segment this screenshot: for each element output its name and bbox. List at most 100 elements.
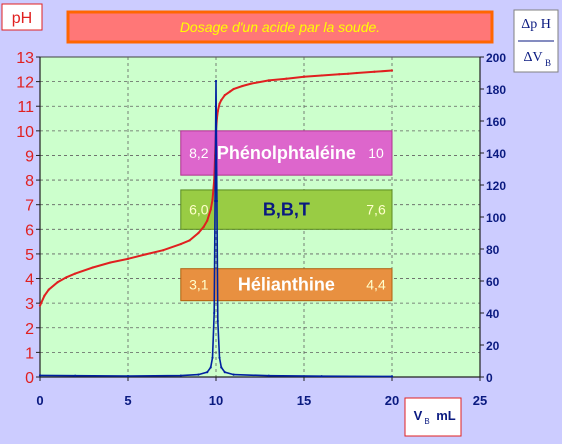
ph-point	[223, 94, 226, 97]
x-tick-label: 20	[385, 393, 399, 408]
ph-point	[250, 82, 253, 85]
derivative-point	[218, 356, 221, 359]
y-right-label-numerator: Δp H	[521, 17, 551, 32]
y-left-tick-label: 12	[16, 75, 34, 92]
y-left-tick-label: 5	[25, 247, 34, 264]
derivative-point	[197, 373, 200, 376]
derivative-point	[220, 366, 223, 369]
ph-point	[56, 281, 59, 284]
y-left-tick-label: 1	[25, 345, 34, 362]
ph-point	[390, 69, 394, 72]
y-left-axis-label: pH	[12, 10, 32, 27]
y-right-tick-label: 140	[486, 147, 506, 161]
ph-point	[228, 90, 232, 93]
x-axis-unit: mL	[436, 408, 456, 423]
y-left-tick-label: 10	[16, 124, 34, 141]
ph-point	[285, 77, 288, 80]
ph-point	[218, 102, 221, 105]
ph-point	[91, 266, 94, 269]
y-right-label-denominator-sub: B	[545, 58, 551, 68]
ph-point	[38, 304, 42, 307]
derivative-point	[74, 374, 77, 377]
x-tick-label: 0	[36, 393, 43, 408]
y-left-tick-label: 6	[25, 222, 34, 239]
derivative-point	[216, 319, 219, 323]
y-left-tick-label: 8	[25, 173, 34, 190]
ph-point	[162, 249, 165, 252]
indicator-high-value: 7,6	[366, 202, 386, 218]
ph-point	[144, 253, 147, 256]
x-tick-label: 5	[124, 393, 131, 408]
y-left-tick-label: 0	[25, 370, 34, 387]
ph-point	[47, 288, 50, 291]
ph-point	[211, 198, 214, 201]
ph-point	[338, 73, 341, 76]
y-right-tick-label: 40	[486, 307, 500, 321]
indicator-name: Hélianthine	[238, 275, 335, 295]
derivative-point	[213, 311, 216, 315]
ph-point	[179, 242, 182, 246]
y-right-tick-label: 0	[486, 371, 493, 385]
derivative-point	[215, 199, 218, 203]
y-left-tick-label: 13	[16, 50, 34, 67]
y-right-tick-label: 120	[486, 179, 506, 193]
x-tick-label: 25	[473, 393, 487, 408]
ph-point	[126, 257, 130, 260]
y-left-tick-label: 3	[25, 296, 34, 313]
derivative-curve	[39, 80, 393, 378]
indicator-high-value: 10	[368, 145, 384, 161]
y-left-tick-label: 4	[25, 272, 34, 289]
y-left-tick-label: 2	[25, 321, 34, 338]
indicator-low-value: 8,2	[189, 145, 209, 161]
ph-point	[232, 87, 235, 91]
ph-point	[202, 225, 205, 228]
derivative-point	[179, 374, 182, 377]
y-right-tick-label: 80	[486, 243, 500, 257]
ph-point	[206, 219, 209, 222]
derivative-point	[320, 375, 323, 378]
y-right-tick-label: 200	[486, 51, 506, 65]
derivative-point	[232, 373, 235, 376]
indicator-name: B,B,T	[263, 200, 310, 220]
x-axis-label: V	[414, 408, 423, 423]
x-axis-label-sub: B	[424, 417, 429, 426]
y-right-tick-label: 100	[486, 211, 506, 225]
ph-point	[320, 74, 323, 77]
ph-point	[43, 294, 46, 297]
x-tick-label: 10	[209, 393, 223, 408]
ph-point	[220, 98, 223, 102]
derivative-point	[390, 375, 394, 378]
y-right-label-denominator: ΔV	[523, 50, 542, 65]
derivative-point	[126, 374, 130, 378]
indicator-low-value: 6,0	[189, 202, 209, 218]
ph-point	[241, 84, 244, 88]
derivative-point	[206, 371, 209, 374]
y-right-tick-label: 20	[486, 339, 500, 353]
x-label-box	[404, 397, 462, 437]
x-tick-label: 15	[297, 393, 311, 408]
ph-point	[197, 231, 200, 235]
ph-point	[65, 276, 68, 279]
indicator-low-value: 3,1	[189, 277, 209, 293]
derivative-point	[211, 356, 214, 359]
ph-label-box	[1, 3, 43, 31]
derivative-point	[267, 374, 270, 377]
ph-point	[267, 79, 270, 82]
indicator-high-value: 4,4	[366, 277, 386, 293]
ph-point	[188, 239, 191, 242]
ph-point	[209, 208, 212, 211]
ph-point	[109, 261, 112, 264]
ph-point	[373, 70, 376, 73]
indicator-zone	[180, 268, 393, 302]
ph-point	[346, 72, 350, 75]
ph-point	[216, 110, 219, 113]
title-box	[66, 10, 494, 44]
y-right-tick-label: 180	[486, 83, 506, 97]
chart-title: Dosage d'un acide par la soude.	[180, 19, 380, 35]
y-right-tick-label: 60	[486, 275, 500, 289]
y-left-tick-label: 11	[17, 99, 34, 116]
derivative-point	[38, 374, 42, 377]
derivative-point	[223, 371, 226, 374]
